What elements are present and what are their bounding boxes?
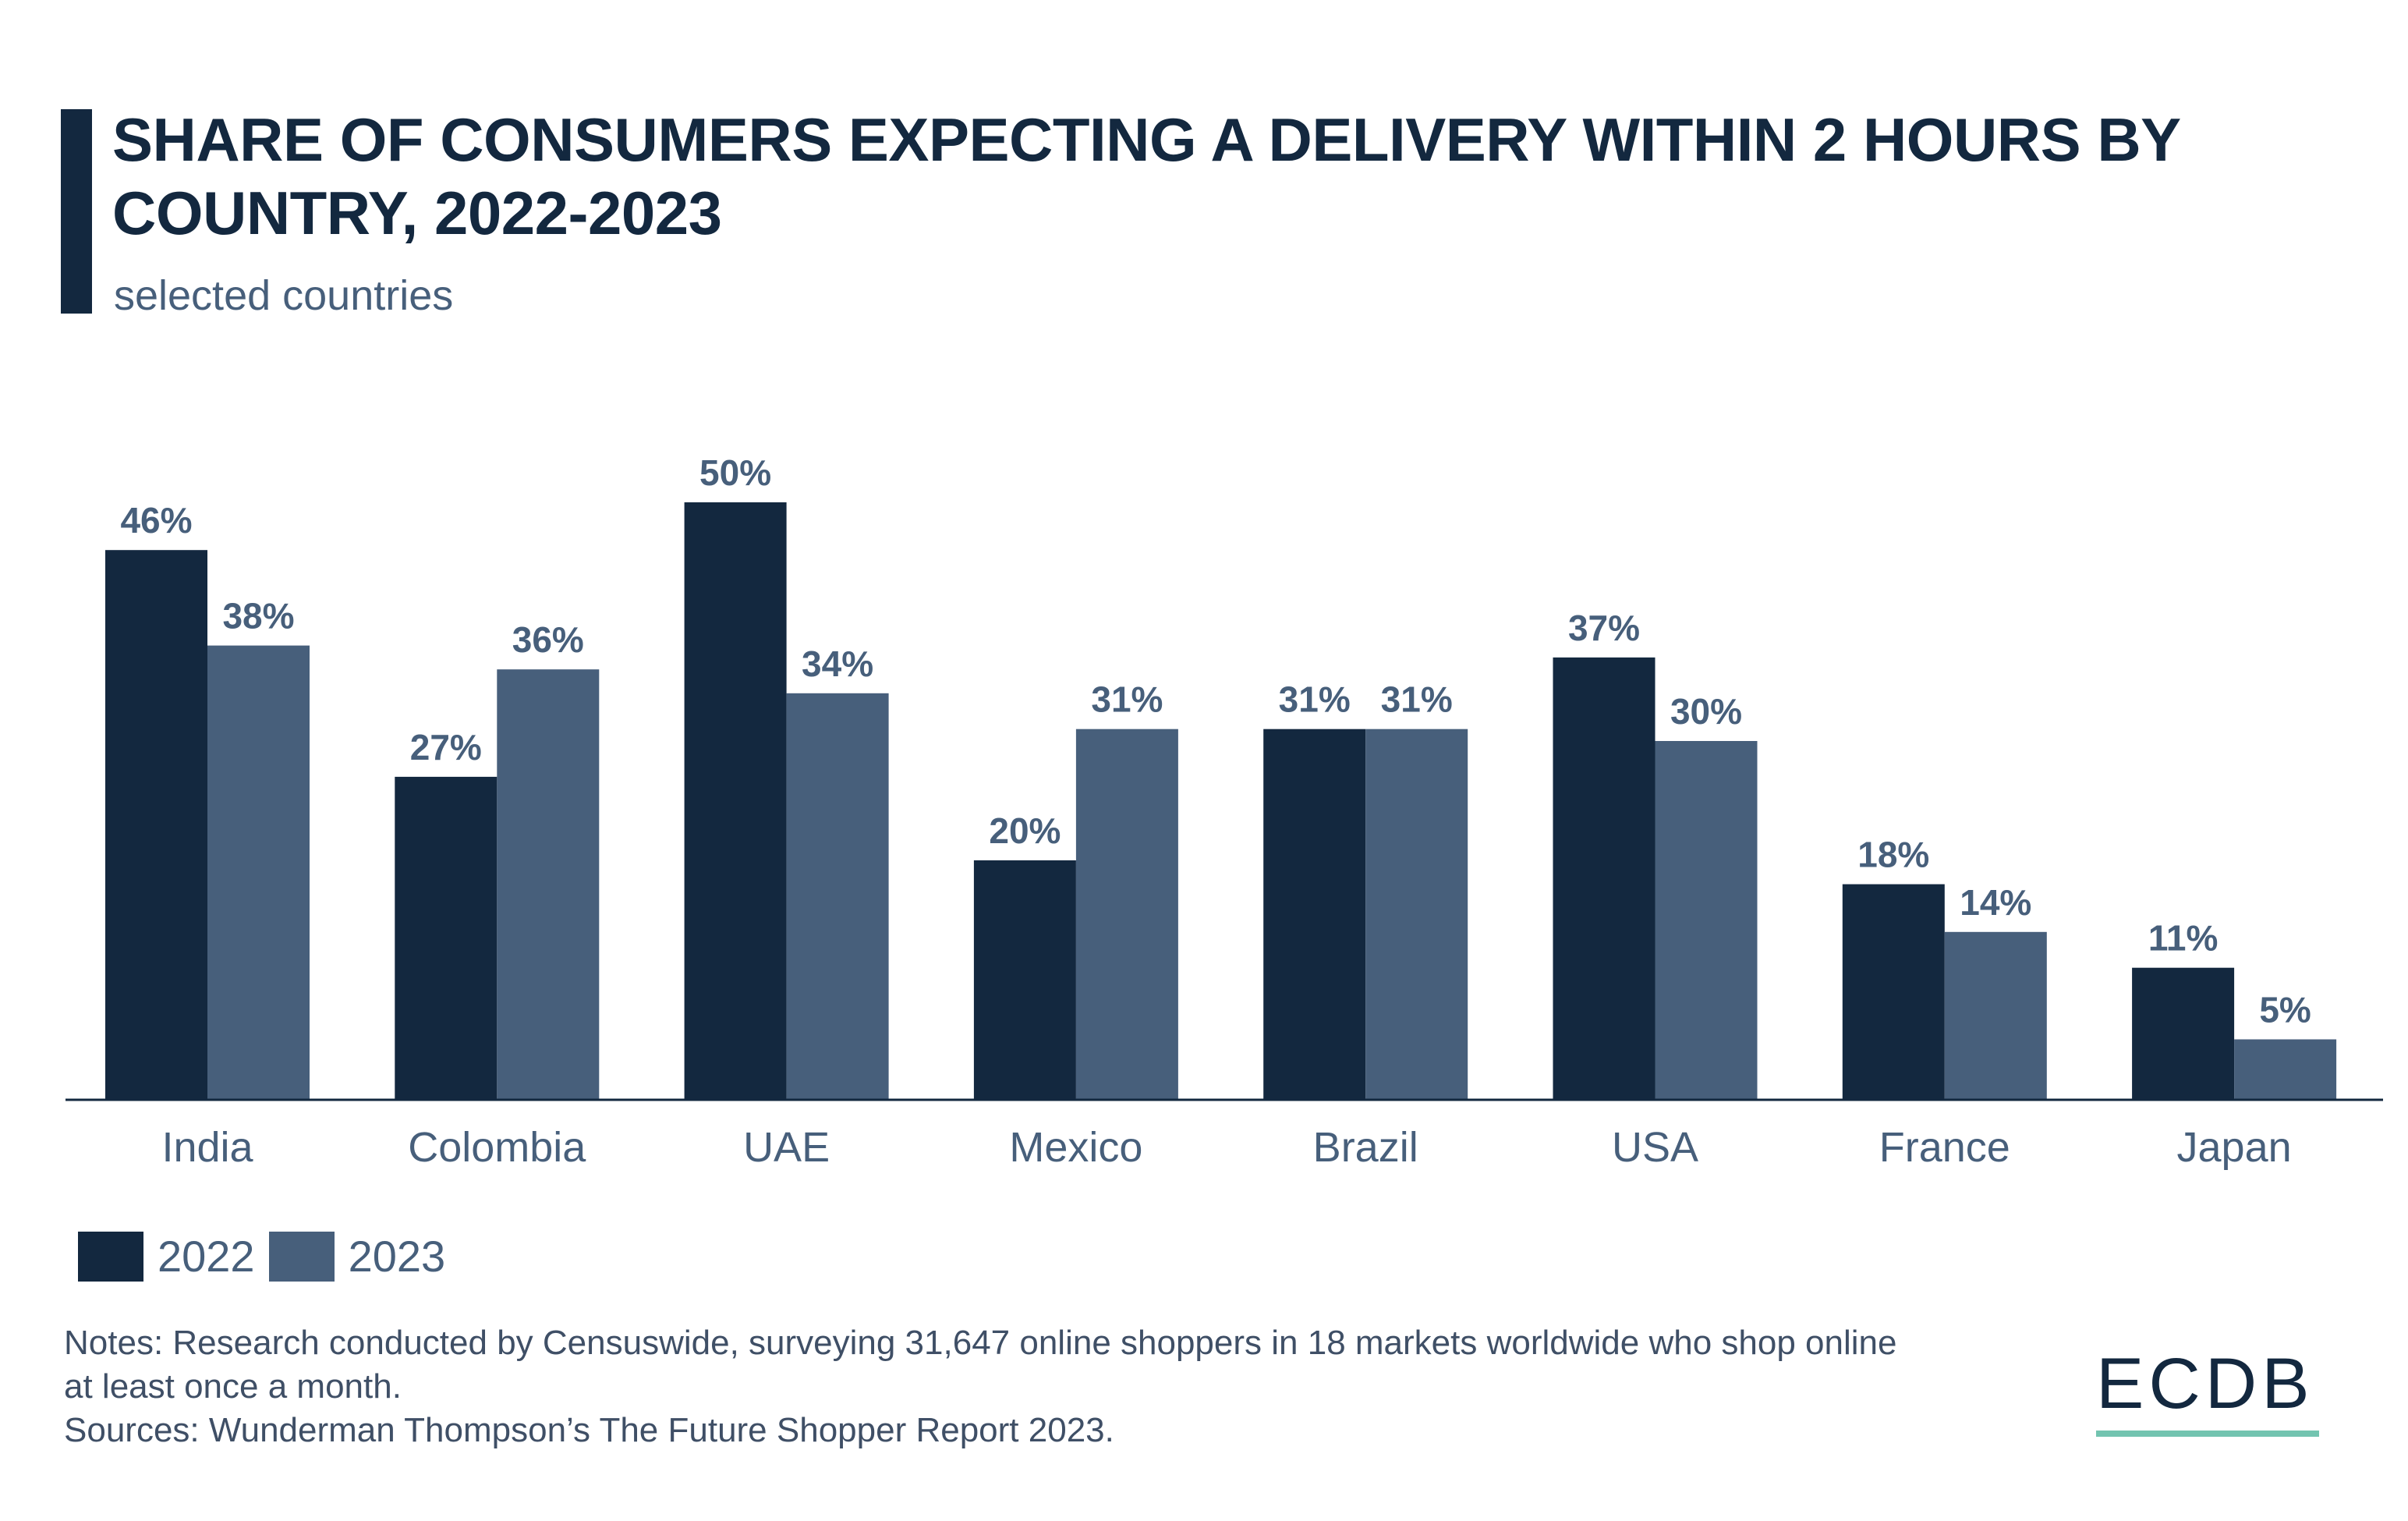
data-label: 46% (120, 500, 192, 541)
bar-mexico-2022 (973, 860, 1076, 1099)
legend-label: 2022 (158, 1232, 255, 1281)
notes-text: Notes: Research conducted by Censuswide,… (64, 1324, 1897, 1406)
data-label: 36% (512, 619, 584, 660)
x-tick-label: Brazil (1313, 1124, 1418, 1171)
data-label: 38% (222, 596, 294, 636)
bar-colombia-2022 (395, 776, 498, 1099)
x-tick-label: India (161, 1124, 253, 1171)
legend-label: 2023 (348, 1232, 446, 1281)
logo-text: ECDB (2096, 1344, 2314, 1424)
bar-brazil-2023 (1365, 729, 1468, 1099)
logo-underline (2096, 1431, 2319, 1437)
data-label: 20% (989, 810, 1061, 851)
legend-swatch-2022 (78, 1231, 143, 1282)
bar-japan-2022 (2132, 967, 2235, 1099)
x-tick-label: France (1879, 1124, 2010, 1171)
bar-india-2022 (105, 550, 207, 1099)
data-label: 34% (802, 644, 873, 684)
data-label: 14% (1960, 882, 2031, 923)
data-label: 31% (1091, 679, 1163, 720)
bar-usa-2022 (1553, 657, 1656, 1099)
sources-text: Sources: Wunderman Thompson’s The Future… (64, 1411, 1114, 1449)
data-label: 11% (2148, 918, 2219, 959)
bar-france-2022 (1842, 884, 1945, 1099)
data-label: 5% (2259, 990, 2311, 1030)
bar-usa-2023 (1655, 741, 1758, 1099)
data-label: 37% (1568, 608, 1640, 648)
bar-india-2023 (207, 645, 310, 1099)
legend-item-2023: 2023 (268, 1231, 446, 1282)
data-label: 50% (699, 452, 771, 493)
bar-mexico-2023 (1075, 729, 1178, 1099)
bar-brazil-2022 (1263, 729, 1366, 1099)
x-tick-label: Japan (2177, 1124, 2292, 1171)
data-label: 31% (1279, 679, 1351, 720)
data-label: 18% (1857, 835, 1929, 875)
legend-item-2022: 2022 (78, 1231, 255, 1282)
chart-subtitle: selected countries (114, 272, 454, 319)
bar-uae-2023 (786, 693, 889, 1099)
x-tick-label: Colombia (408, 1124, 586, 1171)
bar-france-2023 (1944, 931, 2047, 1099)
data-label: 27% (410, 727, 482, 768)
data-label: 30% (1670, 691, 1742, 732)
x-tick-label: UAE (743, 1124, 830, 1171)
ecdb-logo: ECDB (2096, 1348, 2322, 1437)
bar-colombia-2023 (497, 669, 600, 1099)
bar-japan-2023 (2234, 1039, 2337, 1099)
x-tick-label: USA (1612, 1124, 1698, 1171)
legend: 2022 2023 (78, 1231, 459, 1282)
bar-uae-2022 (684, 502, 787, 1099)
x-tick-label: Mexico (1009, 1124, 1142, 1171)
chart-title: SHARE OF CONSUMERS EXPECTING A DELIVERY … (112, 105, 2180, 247)
data-label: 31% (1381, 679, 1453, 720)
title-accent-bar (61, 109, 92, 314)
legend-swatch-2023 (268, 1231, 335, 1282)
footnotes: Notes: Research conducted by Censuswide,… (64, 1321, 1904, 1452)
